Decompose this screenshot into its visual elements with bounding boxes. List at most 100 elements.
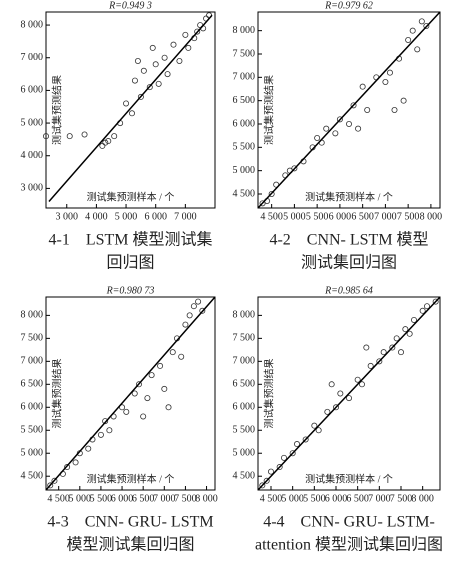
y-tick-label: 6 500: [21, 379, 44, 390]
y-tick-label: 7 000: [233, 356, 256, 367]
data-point: [367, 362, 374, 369]
x-tick-label: 5 500: [306, 211, 329, 222]
data-point: [176, 58, 183, 65]
data-point: [423, 22, 430, 29]
y-axis-label: 测试集预测结果: [262, 359, 275, 429]
data-point: [267, 468, 274, 475]
data-point: [131, 390, 138, 397]
x-tick-label: 4 000: [85, 211, 108, 222]
data-point: [323, 125, 330, 132]
plot-frame: [257, 296, 441, 491]
data-point: [190, 303, 197, 310]
fit-line: [45, 296, 216, 491]
data-point: [199, 307, 206, 314]
data-point: [389, 344, 396, 351]
y-tick-label: 5 500: [233, 142, 256, 153]
data-point: [302, 436, 309, 443]
caption: 测试集回归图: [301, 254, 397, 272]
data-point: [355, 125, 362, 132]
fit-line: [257, 11, 441, 209]
data-point: [85, 445, 92, 452]
data-point: [102, 139, 109, 146]
data-point: [418, 18, 425, 25]
data-point: [81, 131, 88, 138]
data-point: [169, 349, 176, 356]
data-point: [134, 58, 141, 65]
data-point: [123, 408, 130, 415]
caption: 4-2 CNN- LSTM 模型: [269, 231, 428, 249]
x-tick-label: 6 000: [111, 493, 134, 504]
y-tick-label: 5 500: [233, 425, 256, 436]
x-tick-label: 7 000: [153, 493, 176, 504]
data-point: [144, 395, 151, 402]
x-tick-label: 8 000: [420, 211, 443, 222]
data-point: [268, 190, 275, 197]
data-point: [195, 298, 202, 305]
y-axis-label: 测试集预测结果: [262, 75, 275, 145]
x-tick-label: 6 500: [132, 493, 155, 504]
y-axis-label: 测试集预测结果: [50, 75, 63, 145]
data-point: [119, 404, 126, 411]
y-tick-label: 7 500: [233, 48, 256, 59]
data-point: [332, 130, 339, 137]
data-point: [259, 200, 266, 207]
data-point: [410, 316, 417, 323]
plot-frame: [45, 296, 216, 491]
y-tick-label: 7 000: [21, 52, 44, 63]
data-point: [146, 84, 153, 91]
y-tick-label: 6 500: [233, 379, 256, 390]
x-tick-label: 7 500: [390, 493, 413, 504]
data-point: [165, 404, 172, 411]
data-point: [182, 321, 189, 328]
data-point: [359, 83, 366, 90]
x-tick-label: 7 000: [174, 211, 197, 222]
y-tick-label: 6 000: [233, 118, 256, 129]
y-tick-label: 6 500: [233, 95, 256, 106]
chart-title: R=0.979 62: [324, 0, 373, 11]
data-point: [182, 31, 189, 38]
data-point: [363, 344, 370, 351]
data-point: [102, 418, 109, 425]
data-point: [289, 450, 296, 457]
plot-frame: [45, 11, 216, 209]
data-point: [64, 464, 71, 471]
data-point: [405, 37, 412, 44]
data-point: [186, 312, 193, 319]
y-tick-label: 7 500: [21, 333, 44, 344]
caption: 回归图: [106, 254, 154, 272]
y-tick-label: 4 500: [233, 471, 256, 482]
chart-title: R=0.980 73: [106, 285, 155, 296]
data-point: [364, 107, 371, 114]
data-point: [386, 69, 393, 76]
data-point: [72, 459, 79, 466]
data-point: [380, 349, 387, 356]
y-tick-label: 7 000: [21, 356, 44, 367]
y-tick-label: 6 000: [233, 402, 256, 413]
data-point: [97, 431, 104, 438]
data-point: [152, 61, 159, 68]
chart-title: R=0.985 64: [324, 285, 373, 296]
x-tick-label: 7 500: [174, 493, 197, 504]
data-point: [276, 464, 283, 471]
x-tick-label: 6 000: [144, 211, 167, 222]
y-tick-label: 8 000: [21, 19, 44, 30]
y-tick-label: 7 000: [233, 72, 256, 83]
data-point: [164, 71, 171, 78]
x-tick-label: 5 000: [281, 493, 304, 504]
x-tick-label: 5 500: [90, 493, 113, 504]
data-point: [185, 44, 192, 51]
data-point: [123, 100, 130, 107]
data-point: [178, 353, 185, 360]
caption: 4-4 CNN- GRU- LSTM-: [263, 514, 435, 531]
data-point: [111, 133, 118, 140]
data-point: [128, 110, 135, 117]
x-axis-label: 测试集预测样本 / 个: [87, 190, 175, 203]
caption: 模型测试集回归图: [66, 536, 194, 554]
data-point: [148, 372, 155, 379]
data-point: [105, 138, 112, 145]
y-tick-label: 4 500: [21, 471, 44, 482]
data-point: [157, 362, 164, 369]
chart-title: R=0.949 3: [108, 0, 152, 11]
x-axis-label: 测试集预测样本 / 个: [305, 190, 393, 203]
x-tick-label: 6 000: [325, 493, 348, 504]
